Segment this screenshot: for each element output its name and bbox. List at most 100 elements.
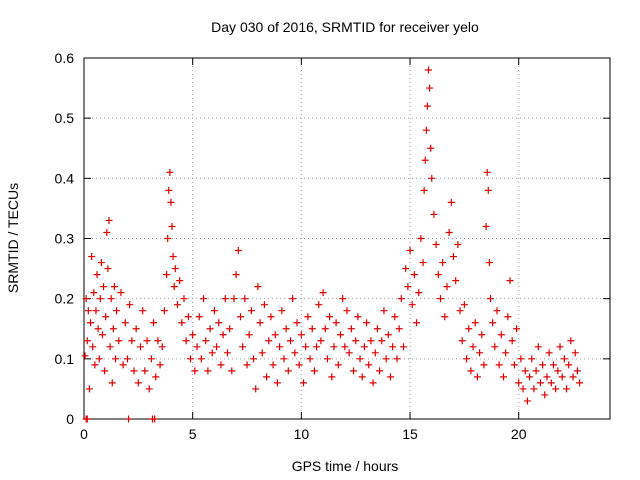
data-point [184, 313, 192, 321]
data-point [252, 385, 260, 393]
data-point [480, 361, 488, 369]
data-point [105, 216, 113, 224]
data-point [282, 325, 290, 333]
data-point [215, 319, 223, 327]
y-tick-label: 0.5 [55, 110, 75, 126]
data-point [476, 349, 484, 357]
data-point [402, 265, 410, 273]
data-point [226, 325, 234, 333]
data-point [567, 337, 575, 345]
x-axis-label: GPS time / hours [292, 458, 399, 474]
data-point [171, 265, 179, 273]
data-point [332, 319, 340, 327]
data-point [107, 295, 115, 303]
data-point [382, 355, 390, 363]
data-point [89, 343, 97, 351]
y-axis-label: SRMTID / TECUs [5, 183, 21, 293]
x-tick-label: 20 [511, 426, 527, 442]
data-point [223, 349, 231, 357]
data-point [132, 325, 140, 333]
data-point [504, 313, 512, 321]
data-point [365, 361, 373, 369]
data-point [328, 373, 336, 381]
data-point [117, 289, 125, 297]
data-point [134, 379, 142, 387]
data-point [92, 307, 100, 315]
data-point [506, 277, 514, 285]
data-point [306, 355, 314, 363]
data-point [164, 235, 172, 242]
data-point [308, 325, 316, 333]
data-point [395, 325, 403, 333]
data-point [84, 307, 92, 315]
data-points [81, 66, 584, 423]
y-tick-label: 0.3 [55, 231, 75, 247]
data-point [82, 295, 90, 303]
data-point [397, 295, 405, 303]
data-point [554, 367, 562, 375]
data-point [147, 355, 155, 363]
data-point [219, 331, 227, 339]
data-point [471, 319, 479, 327]
data-point [563, 385, 571, 393]
data-point [513, 325, 521, 333]
data-point [265, 337, 273, 345]
data-point [189, 331, 197, 339]
data-point [347, 325, 355, 333]
data-point [371, 349, 379, 357]
data-point [558, 373, 566, 381]
data-point [243, 361, 251, 369]
data-point [90, 289, 98, 297]
data-point [378, 337, 386, 345]
data-point [386, 373, 394, 381]
data-point [485, 259, 493, 267]
data-point [236, 313, 244, 321]
data-point [167, 198, 175, 206]
data-point [508, 337, 516, 345]
data-point [526, 373, 534, 381]
data-point [447, 198, 455, 206]
data-point [210, 307, 218, 315]
data-point [410, 271, 418, 279]
data-point [143, 337, 151, 345]
data-point [319, 289, 327, 297]
data-point [497, 331, 505, 339]
data-point [145, 385, 153, 393]
data-point [121, 319, 129, 327]
data-point [415, 289, 423, 297]
data-point [469, 343, 477, 351]
data-point [170, 283, 178, 291]
data-point [478, 331, 486, 339]
data-point [532, 367, 540, 375]
data-point [165, 186, 173, 194]
data-point [182, 337, 190, 345]
data-point [217, 361, 225, 369]
data-point [102, 313, 110, 321]
data-point [97, 259, 105, 267]
data-point [413, 319, 421, 327]
data-point [356, 355, 364, 363]
data-point [521, 367, 529, 375]
data-point [191, 367, 199, 375]
data-point [545, 349, 553, 357]
data-point [108, 379, 116, 387]
data-point [543, 373, 551, 381]
data-point [204, 367, 212, 375]
data-point [96, 295, 104, 303]
data-point [228, 367, 236, 375]
data-point [576, 379, 584, 387]
axis-ticks: 0 0.1 0.2 0.3 0.4 0.5 0.6 0 5 10 15 20 [55, 50, 610, 442]
data-point [423, 102, 431, 110]
data-point [110, 283, 118, 291]
data-point [258, 349, 266, 357]
data-point [363, 319, 371, 327]
data-point [234, 247, 242, 255]
data-point [158, 343, 166, 351]
data-point [267, 313, 275, 321]
data-point [208, 349, 216, 357]
data-point [273, 379, 281, 387]
y-tick-label: 0.2 [55, 291, 75, 307]
data-point [126, 301, 134, 309]
data-point [103, 228, 111, 236]
